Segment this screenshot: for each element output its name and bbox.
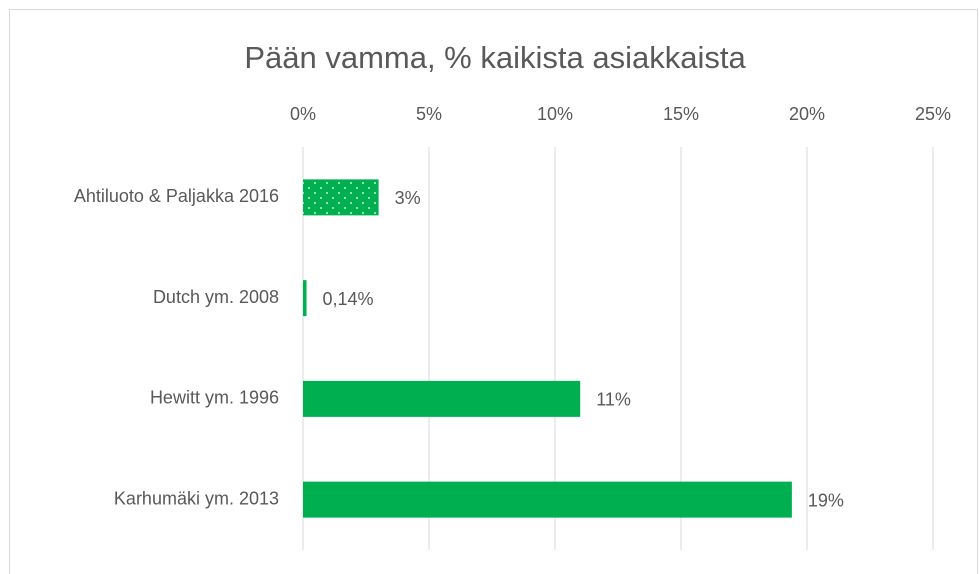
y-tick-label: Ahtiluoto & Paljakka 2016 bbox=[74, 186, 279, 206]
data-label: 0,14% bbox=[323, 289, 374, 309]
y-tick-label: Dutch ym. 2008 bbox=[153, 287, 279, 307]
x-tick-label: 15% bbox=[663, 104, 699, 124]
chart-border bbox=[9, 9, 978, 574]
bar bbox=[303, 179, 379, 216]
data-label: 19% bbox=[808, 490, 844, 510]
data-label: 3% bbox=[395, 188, 421, 208]
x-tick-label: 10% bbox=[537, 104, 573, 124]
x-tick-label: 25% bbox=[915, 104, 951, 124]
x-tick-label: 5% bbox=[416, 104, 442, 124]
y-tick-label: Karhumäki ym. 2013 bbox=[114, 488, 279, 508]
bar bbox=[303, 280, 307, 317]
chart-title: Pään vamma, % kaikista asiakkaista bbox=[244, 40, 746, 75]
y-tick-label: Hewitt ym. 1996 bbox=[150, 388, 279, 408]
x-tick-label: 20% bbox=[789, 104, 825, 124]
x-tick-label: 0% bbox=[290, 104, 316, 124]
data-label: 11% bbox=[596, 390, 631, 410]
bar bbox=[303, 380, 581, 417]
bar bbox=[303, 481, 792, 518]
